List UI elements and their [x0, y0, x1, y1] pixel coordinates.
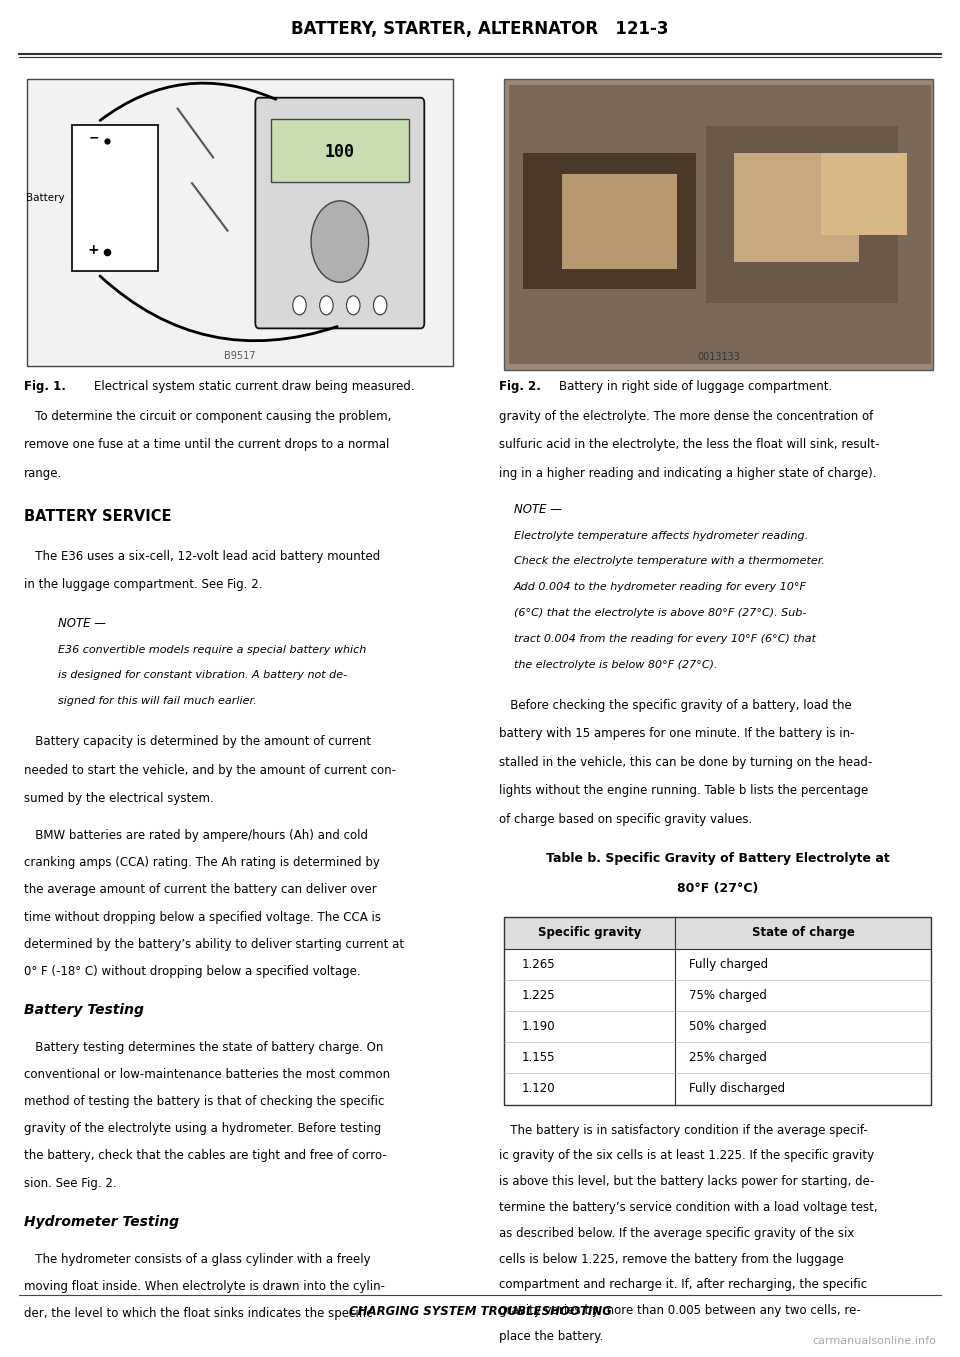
Text: 80°F (27°C): 80°F (27°C) — [677, 882, 758, 896]
Text: the electrolyte is below 80°F (27°C).: the electrolyte is below 80°F (27°C). — [514, 660, 717, 669]
Text: 1.120: 1.120 — [521, 1083, 555, 1095]
Text: Battery testing determines the state of battery charge. On: Battery testing determines the state of … — [24, 1041, 383, 1054]
Text: lights without the engine running. Table b lists the percentage: lights without the engine running. Table… — [499, 784, 869, 798]
Text: carmanualsonline.info: carmanualsonline.info — [812, 1337, 936, 1346]
Text: the battery, check that the cables are tight and free of corro-: the battery, check that the cables are t… — [24, 1149, 387, 1163]
Text: needed to start the vehicle, and by the amount of current con-: needed to start the vehicle, and by the … — [24, 764, 396, 778]
Bar — [734, 153, 859, 262]
Text: Battery capacity is determined by the amount of current: Battery capacity is determined by the am… — [24, 735, 372, 749]
Bar — [271, 119, 409, 182]
Bar — [562, 174, 677, 269]
Text: is above this level, but the battery lacks power for starting, de-: is above this level, but the battery lac… — [499, 1175, 875, 1189]
Bar — [509, 85, 931, 364]
Text: Battery in right side of luggage compartment.: Battery in right side of luggage compart… — [559, 380, 832, 394]
Text: remove one fuse at a time until the current drops to a normal: remove one fuse at a time until the curr… — [24, 438, 390, 452]
Text: determined by the battery’s ability to deliver starting current at: determined by the battery’s ability to d… — [24, 938, 404, 951]
Text: 1.265: 1.265 — [521, 958, 555, 970]
Text: sion. See Fig. 2.: sion. See Fig. 2. — [24, 1177, 116, 1190]
Text: NOTE —: NOTE — — [514, 503, 562, 517]
Text: moving float inside. When electrolyte is drawn into the cylin-: moving float inside. When electrolyte is… — [24, 1280, 385, 1293]
Circle shape — [373, 296, 387, 315]
Text: signed for this will fail much earlier.: signed for this will fail much earlier. — [58, 696, 256, 706]
Text: time without dropping below a specified voltage. The CCA is: time without dropping below a specified … — [24, 911, 381, 924]
Text: Battery Testing: Battery Testing — [24, 1003, 144, 1016]
Text: termine the battery’s service condition with a load voltage test,: termine the battery’s service condition … — [499, 1201, 877, 1215]
Bar — [27, 79, 453, 366]
Text: State of charge: State of charge — [752, 927, 854, 939]
Text: E36 convertible models require a special battery which: E36 convertible models require a special… — [58, 645, 366, 654]
Text: Fig. 1.: Fig. 1. — [24, 380, 66, 394]
Text: BATTERY, STARTER, ALTERNATOR   121-3: BATTERY, STARTER, ALTERNATOR 121-3 — [291, 20, 669, 38]
Bar — [523, 153, 696, 289]
Text: 50% charged: 50% charged — [689, 1020, 767, 1033]
Bar — [504, 917, 931, 949]
Bar — [504, 917, 931, 1105]
Circle shape — [293, 296, 306, 315]
Text: the average amount of current the battery can deliver over: the average amount of current the batter… — [24, 883, 376, 897]
Text: place the battery.: place the battery. — [499, 1330, 604, 1343]
Text: Specific gravity: Specific gravity — [538, 927, 641, 939]
Text: range.: range. — [24, 467, 62, 480]
Text: Electrical system static current draw being measured.: Electrical system static current draw be… — [94, 380, 415, 394]
Text: 1.190: 1.190 — [521, 1020, 555, 1033]
Circle shape — [311, 201, 369, 282]
Text: tract 0.004 from the reading for every 10°F (6°C) that: tract 0.004 from the reading for every 1… — [514, 634, 816, 643]
Text: method of testing the battery is that of checking the specific: method of testing the battery is that of… — [24, 1095, 384, 1109]
Text: The battery is in satisfactory condition if the average specif-: The battery is in satisfactory condition… — [499, 1124, 868, 1137]
Text: Check the electrolyte temperature with a thermometer.: Check the electrolyte temperature with a… — [514, 556, 825, 566]
Text: −: − — [88, 132, 99, 145]
FancyBboxPatch shape — [255, 98, 424, 328]
Text: gravity of the electrolyte. The more dense the concentration of: gravity of the electrolyte. The more den… — [499, 410, 874, 423]
Text: To determine the circuit or component causing the problem,: To determine the circuit or component ca… — [24, 410, 392, 423]
Text: gravity of the electrolyte using a hydrometer. Before testing: gravity of the electrolyte using a hydro… — [24, 1122, 381, 1136]
Text: cells is below 1.225, remove the battery from the luggage: cells is below 1.225, remove the battery… — [499, 1253, 844, 1266]
Text: 1.155: 1.155 — [521, 1052, 555, 1064]
Text: CHARGING SYSTEM TROUBLESHOOTING: CHARGING SYSTEM TROUBLESHOOTING — [348, 1305, 612, 1319]
Circle shape — [347, 296, 360, 315]
Bar — [504, 79, 933, 370]
Text: 25% charged: 25% charged — [689, 1052, 767, 1064]
Text: sumed by the electrical system.: sumed by the electrical system. — [24, 792, 214, 806]
Text: The hydrometer consists of a glass cylinder with a freely: The hydrometer consists of a glass cylin… — [24, 1253, 371, 1266]
Text: +: + — [87, 243, 100, 256]
Text: ic gravity of the six cells is at least 1.225. If the specific gravity: ic gravity of the six cells is at least … — [499, 1149, 875, 1163]
Text: cranking amps (CCA) rating. The Ah rating is determined by: cranking amps (CCA) rating. The Ah ratin… — [24, 856, 380, 870]
Text: 0° F (-18° C) without dropping below a specified voltage.: 0° F (-18° C) without dropping below a s… — [24, 965, 361, 978]
Text: BMW batteries are rated by ampere/hours (Ah) and cold: BMW batteries are rated by ampere/hours … — [24, 829, 368, 843]
Text: compartment and recharge it. If, after recharging, the specific: compartment and recharge it. If, after r… — [499, 1278, 867, 1292]
Text: Electrolyte temperature affects hydrometer reading.: Electrolyte temperature affects hydromet… — [514, 531, 807, 540]
Bar — [72, 125, 158, 271]
Text: Hydrometer Testing: Hydrometer Testing — [24, 1215, 179, 1228]
Text: Add 0.004 to the hydrometer reading for every 10°F: Add 0.004 to the hydrometer reading for … — [514, 582, 806, 592]
Text: as described below. If the average specific gravity of the six: as described below. If the average speci… — [499, 1227, 854, 1240]
Text: battery with 15 amperes for one minute. If the battery is in-: battery with 15 amperes for one minute. … — [499, 727, 854, 741]
Text: der, the level to which the float sinks indicates the specific: der, the level to which the float sinks … — [24, 1307, 372, 1320]
Text: Before checking the specific gravity of a battery, load the: Before checking the specific gravity of … — [499, 699, 852, 712]
Text: Fully discharged: Fully discharged — [689, 1083, 785, 1095]
Text: B9517: B9517 — [225, 351, 255, 361]
Text: Fig. 2.: Fig. 2. — [499, 380, 541, 394]
Text: 75% charged: 75% charged — [689, 989, 767, 1001]
Text: in the luggage compartment. See Fig. 2.: in the luggage compartment. See Fig. 2. — [24, 578, 262, 592]
Text: (6°C) that the electrolyte is above 80°F (27°C). Sub-: (6°C) that the electrolyte is above 80°F… — [514, 608, 806, 617]
Text: BATTERY SERVICE: BATTERY SERVICE — [24, 509, 172, 524]
Text: 1.225: 1.225 — [521, 989, 555, 1001]
Text: Battery: Battery — [26, 193, 64, 204]
Bar — [706, 126, 898, 303]
Text: Fully charged: Fully charged — [689, 958, 768, 970]
Text: 100: 100 — [324, 142, 355, 161]
Text: conventional or low-maintenance batteries the most common: conventional or low-maintenance batterie… — [24, 1068, 390, 1082]
Text: NOTE —: NOTE — — [58, 617, 106, 631]
Text: stalled in the vehicle, this can be done by turning on the head-: stalled in the vehicle, this can be done… — [499, 756, 873, 769]
Text: ing in a higher reading and indicating a higher state of charge).: ing in a higher reading and indicating a… — [499, 467, 876, 480]
Text: Table b. Specific Gravity of Battery Electrolyte at: Table b. Specific Gravity of Battery Ele… — [545, 852, 890, 866]
Text: The E36 uses a six-cell, 12-volt lead acid battery mounted: The E36 uses a six-cell, 12-volt lead ac… — [24, 550, 380, 563]
Text: is designed for constant vibration. A battery not de-: is designed for constant vibration. A ba… — [58, 670, 347, 680]
Text: sulfuric acid in the electrolyte, the less the float will sink, result-: sulfuric acid in the electrolyte, the le… — [499, 438, 879, 452]
Text: of charge based on specific gravity values.: of charge based on specific gravity valu… — [499, 813, 753, 826]
Text: 0013133: 0013133 — [697, 353, 740, 362]
Text: gravity varies by more than 0.005 between any two cells, re-: gravity varies by more than 0.005 betwee… — [499, 1304, 861, 1318]
Bar — [821, 153, 907, 235]
Circle shape — [320, 296, 333, 315]
